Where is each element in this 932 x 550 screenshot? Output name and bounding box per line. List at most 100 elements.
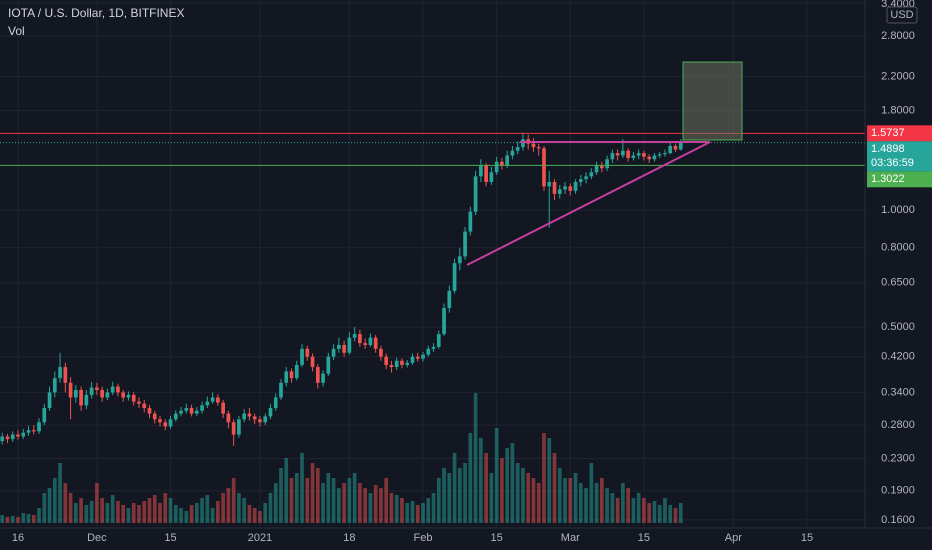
- volume-bar: [95, 483, 99, 523]
- volume-bar: [626, 488, 630, 523]
- candle-body: [610, 153, 615, 160]
- candle-body: [368, 337, 373, 346]
- volume-bar: [163, 493, 168, 523]
- volume-bar: [447, 473, 452, 523]
- currency-box[interactable]: [886, 6, 918, 24]
- volume-bar: [589, 463, 594, 523]
- candle-body: [289, 371, 294, 379]
- volume-bar: [216, 501, 220, 523]
- candle-body: [647, 156, 652, 160]
- volume-bar: [426, 498, 431, 523]
- candle-body: [384, 356, 389, 365]
- candle-body: [247, 413, 252, 417]
- y-tick-label: 2.8000: [881, 30, 915, 42]
- volume-bar: [400, 498, 404, 523]
- x-tick-label: 15: [638, 532, 650, 544]
- target-box: [682, 61, 743, 141]
- volume-bar: [121, 505, 126, 523]
- volume-bar: [342, 483, 346, 523]
- volume-bar: [252, 508, 257, 523]
- x-tick-label: Dec: [87, 532, 107, 544]
- volume-bar: [100, 498, 104, 523]
- candle-body: [363, 343, 367, 346]
- candle-body: [379, 348, 383, 357]
- candle-body: [463, 231, 467, 257]
- volume-bar: [200, 498, 204, 523]
- volume-bar: [0, 515, 5, 523]
- volume-bar: [436, 478, 441, 523]
- volume-bar: [642, 498, 646, 523]
- candle-body: [568, 186, 573, 191]
- candle-body: [442, 308, 446, 335]
- currency[interactable]: USD: [890, 9, 913, 21]
- candle-body: [631, 155, 636, 158]
- candle-body: [300, 348, 304, 365]
- volume-bar: [237, 493, 241, 523]
- volume-bar: [373, 485, 378, 523]
- candle-body: [110, 386, 115, 393]
- volume-bar: [394, 495, 399, 523]
- volume-bar: [179, 508, 183, 523]
- volume-bar: [63, 483, 68, 523]
- volume-bar: [68, 493, 73, 523]
- candle-body: [294, 364, 299, 379]
- volume-bar: [168, 498, 173, 523]
- candle-body: [263, 416, 268, 423]
- y-tick-label: 0.4200: [881, 351, 915, 363]
- volume-bar: [268, 493, 273, 523]
- candle-body: [500, 161, 504, 166]
- volume-bar: [42, 493, 47, 523]
- volume-bar: [37, 508, 41, 523]
- x-tick-label: Feb: [414, 532, 433, 544]
- candle-body: [231, 422, 236, 435]
- volume-bar: [510, 443, 515, 523]
- volume-bar: [110, 495, 115, 523]
- volume-bar: [173, 505, 178, 523]
- volume-bar: [210, 508, 215, 523]
- volume-bar: [489, 473, 494, 523]
- volume-bar: [363, 488, 367, 523]
- volume-bar: [21, 513, 26, 523]
- volume-bar: [421, 503, 425, 523]
- volume-bar: [321, 483, 325, 523]
- y-tick-label: 0.5000: [881, 321, 915, 333]
- trendline: [466, 141, 711, 266]
- candle-body: [342, 345, 346, 353]
- y-tick-label: 0.6500: [881, 277, 915, 289]
- candle-body: [147, 408, 152, 414]
- candle-body: [484, 165, 488, 183]
- volume-bar: [563, 478, 567, 523]
- candle-body: [321, 373, 325, 383]
- volume-bar: [368, 493, 373, 523]
- candle-body: [74, 389, 78, 398]
- volume-bar: [358, 483, 362, 523]
- candle-body: [421, 354, 425, 359]
- volume-bar: [410, 501, 415, 523]
- volume-bar: [621, 483, 625, 523]
- candle-body: [584, 176, 588, 180]
- candle-body: [226, 413, 231, 423]
- y-tick-label: 3.4000: [881, 0, 915, 10]
- candle-body: [168, 419, 173, 427]
- volume-bar: [194, 503, 199, 523]
- candle-body: [189, 408, 194, 414]
- candle-body: [47, 392, 52, 409]
- candle-body: [10, 434, 15, 440]
- price-label: 1.5737: [871, 127, 905, 139]
- volume-pane: [0, 393, 683, 523]
- candle-body: [352, 334, 357, 338]
- volume-bar: [137, 505, 141, 523]
- y-tick-label: 0.2800: [881, 419, 915, 431]
- volume-bar: [116, 501, 120, 523]
- volume-bar: [5, 517, 10, 523]
- volume-bar: [305, 478, 310, 523]
- x-tick-label: 2021: [248, 532, 272, 544]
- axes: 3.4000 2.8000 2.2000 1.8000 1.0000 0.8000 0.65…: [12, 0, 932, 544]
- candle-body: [547, 182, 552, 187]
- candle-body: [5, 436, 10, 440]
- candle-body: [426, 348, 431, 355]
- volume-bar: [389, 493, 394, 523]
- candle-body: [600, 165, 604, 169]
- candle-body: [521, 139, 525, 148]
- candle-body: [563, 186, 567, 190]
